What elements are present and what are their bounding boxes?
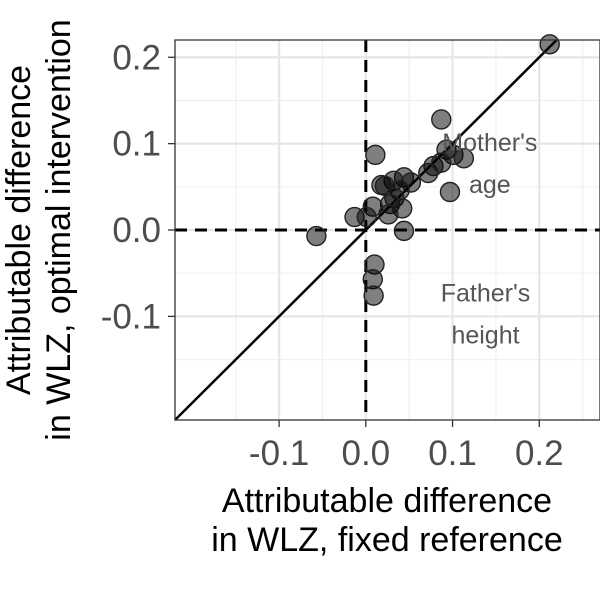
identity-line [174, 39, 558, 421]
axis-tick-labels: -0.1 0.0 0.1 0.2 -0.1 0.0 0.1 0.2 [101, 38, 564, 473]
annotation-line: height [451, 321, 519, 349]
y-axis-title-line-1: Attributable difference [0, 65, 38, 395]
y-tick-label: 0.2 [112, 38, 161, 77]
data-point [363, 285, 384, 306]
annotation-line: Mother's [442, 129, 537, 157]
data-point [439, 181, 461, 203]
x-tick-label: 0.0 [341, 434, 390, 473]
x-axis-title-line-1: Attributable difference [222, 482, 552, 520]
axis-ticks [168, 56, 540, 427]
data-point [453, 148, 475, 169]
x-tick-label: -0.1 [249, 434, 309, 473]
data-point [539, 34, 560, 55]
y-tick-label: -0.1 [101, 297, 161, 336]
y-tick-label: 0.0 [112, 211, 161, 250]
y-tick-label: 0.1 [112, 125, 161, 164]
data-point [393, 220, 415, 242]
annotation-line: age [469, 171, 511, 199]
annotation-line: Father's [441, 279, 531, 307]
x-tick-label: 0.1 [428, 434, 477, 473]
data-point [306, 225, 327, 247]
annotations: Mother's age Father's height [441, 129, 538, 349]
x-tick-label: 0.2 [515, 434, 564, 473]
data-point [365, 144, 386, 166]
data-point [378, 204, 399, 225]
reference-lines [174, 39, 600, 421]
data-point [431, 109, 452, 130]
annotation-label: Father's height [441, 279, 531, 349]
y-axis-title-line-2: in WLZ, optimal intervention [40, 19, 78, 440]
annotation-label: Mother's age [442, 129, 537, 199]
data-point [356, 206, 377, 228]
data-point [431, 152, 452, 173]
x-axis-title-line-2: in WLZ, fixed reference [211, 521, 562, 559]
